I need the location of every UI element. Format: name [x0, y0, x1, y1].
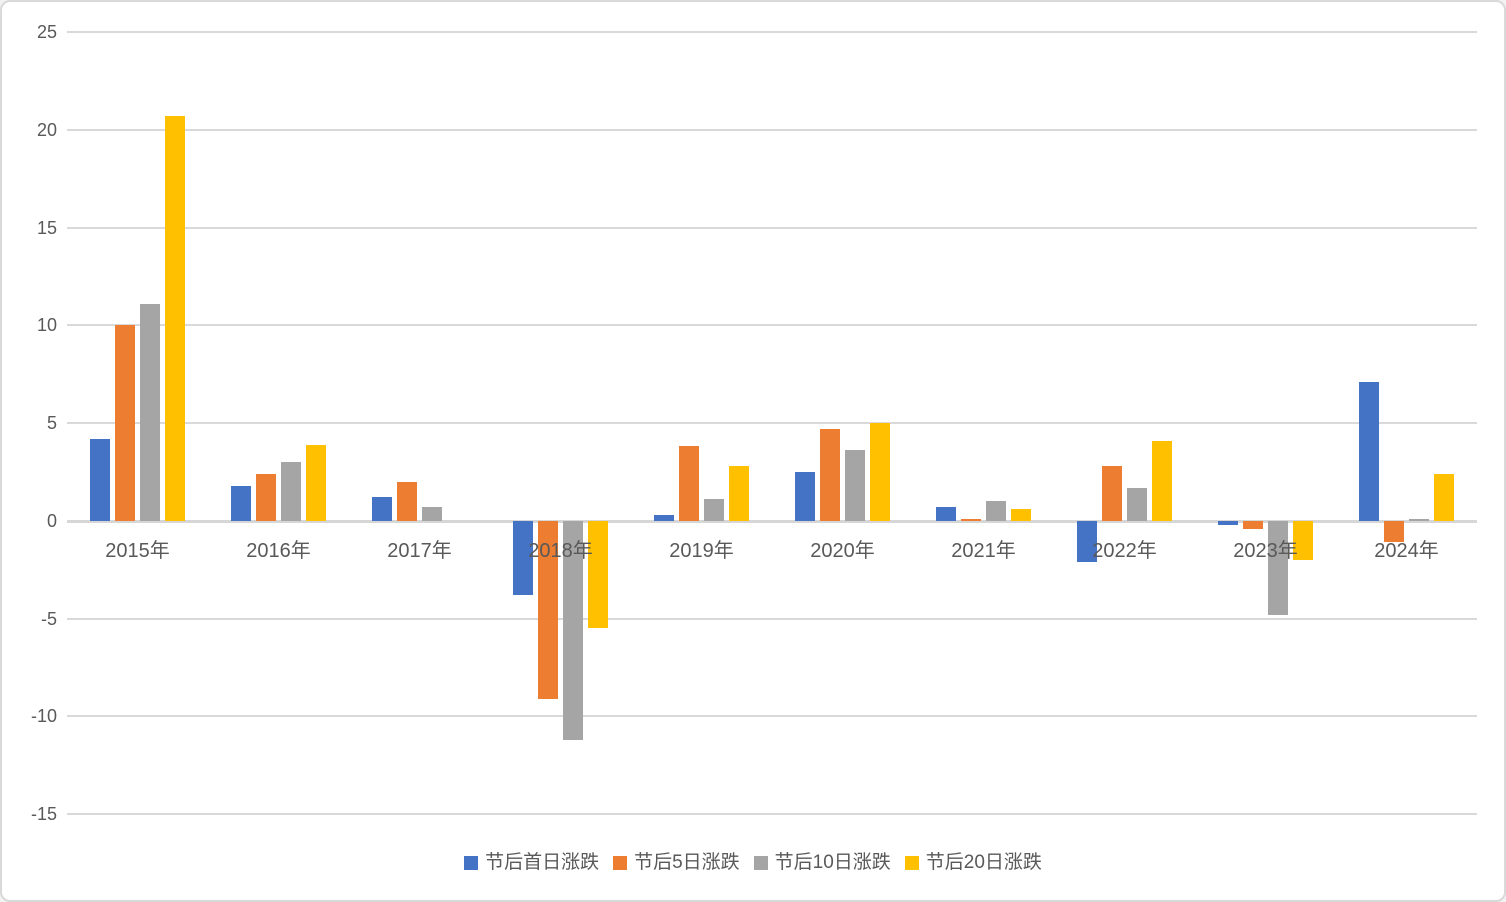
bar — [140, 303, 160, 521]
x-category-label: 2018年 — [528, 539, 593, 562]
legend-swatch-icon — [753, 856, 768, 870]
gridline — [67, 128, 1477, 131]
y-tick-label: -10 — [30, 706, 57, 727]
x-category-label: 2020年 — [810, 539, 875, 562]
bar — [795, 471, 815, 521]
gridline — [67, 715, 1477, 718]
legend-swatch-icon — [464, 856, 479, 870]
y-tick-label: 10 — [36, 315, 57, 336]
bar — [115, 325, 135, 521]
x-category-label: 2024年 — [1374, 539, 1439, 562]
bar — [1434, 473, 1454, 521]
x-category-label: 2016年 — [246, 539, 311, 562]
bar — [1127, 487, 1147, 521]
x-category-label: 2021年 — [951, 539, 1016, 562]
bar — [986, 501, 1006, 521]
legend-label: 节后10日涨跌 — [774, 852, 891, 873]
bar — [729, 466, 749, 521]
legend-swatch-icon — [904, 856, 919, 870]
y-tick-label: -15 — [30, 804, 57, 824]
bar — [513, 520, 533, 596]
x-category-label: 2022年 — [1092, 539, 1157, 562]
bar — [306, 444, 326, 521]
y-tick-label: -5 — [40, 608, 57, 629]
legend-item: 节后20日涨跌 — [904, 851, 1042, 875]
x-category-label: 2017年 — [387, 539, 452, 562]
bar — [1077, 520, 1097, 562]
bar — [1011, 509, 1031, 521]
bar — [1384, 520, 1404, 543]
bar — [1359, 381, 1379, 521]
legend-label: 节后5日涨跌 — [634, 852, 740, 873]
bar — [588, 520, 608, 629]
bar — [563, 520, 583, 740]
bar — [820, 428, 840, 521]
bar — [654, 514, 674, 521]
bar — [1102, 466, 1122, 521]
gridline — [67, 324, 1477, 327]
legend-item: 节后5日涨跌 — [613, 851, 740, 875]
bar — [1152, 440, 1172, 521]
bar — [1243, 520, 1263, 529]
gridline — [67, 226, 1477, 229]
bar — [1293, 520, 1313, 560]
bar — [870, 423, 890, 521]
bar — [372, 497, 392, 521]
bar — [256, 473, 276, 521]
bar — [961, 518, 981, 521]
bar — [679, 446, 699, 521]
bar — [845, 450, 865, 521]
y-tick-label: 15 — [36, 217, 57, 238]
y-tick-label: 5 — [46, 413, 57, 433]
x-category-label: 2019年 — [669, 539, 734, 562]
bar — [538, 520, 558, 699]
legend-swatch-icon — [613, 856, 628, 870]
bar — [231, 485, 251, 521]
legend-label: 节后首日涨跌 — [485, 852, 600, 873]
legend: 节后首日涨跌 节后5日涨跌 节后10日涨跌 节后20日涨跌 — [2, 851, 1504, 875]
bar — [1268, 520, 1288, 615]
legend-item: 节后首日涨跌 — [464, 851, 599, 875]
x-category-label: 2023年 — [1233, 539, 1298, 562]
legend-label: 节后20日涨跌 — [925, 852, 1042, 873]
bar — [704, 499, 724, 521]
bar — [1218, 520, 1238, 525]
x-category-label: 2015年 — [105, 539, 170, 562]
bar — [90, 438, 110, 521]
bar — [397, 481, 417, 521]
bar — [936, 507, 956, 521]
x-axis-line — [67, 519, 1477, 523]
bar — [281, 462, 301, 521]
bar — [165, 116, 185, 521]
bar — [422, 507, 442, 521]
gridline — [67, 813, 1477, 815]
y-tick-label: 25 — [36, 22, 57, 42]
legend-item: 节后10日涨跌 — [753, 851, 891, 875]
gridline — [67, 31, 1477, 33]
y-tick-label: 0 — [46, 510, 57, 531]
gridline — [67, 617, 1477, 620]
y-tick-label: 20 — [36, 119, 57, 140]
gridline — [67, 422, 1477, 424]
bar — [1409, 518, 1429, 521]
